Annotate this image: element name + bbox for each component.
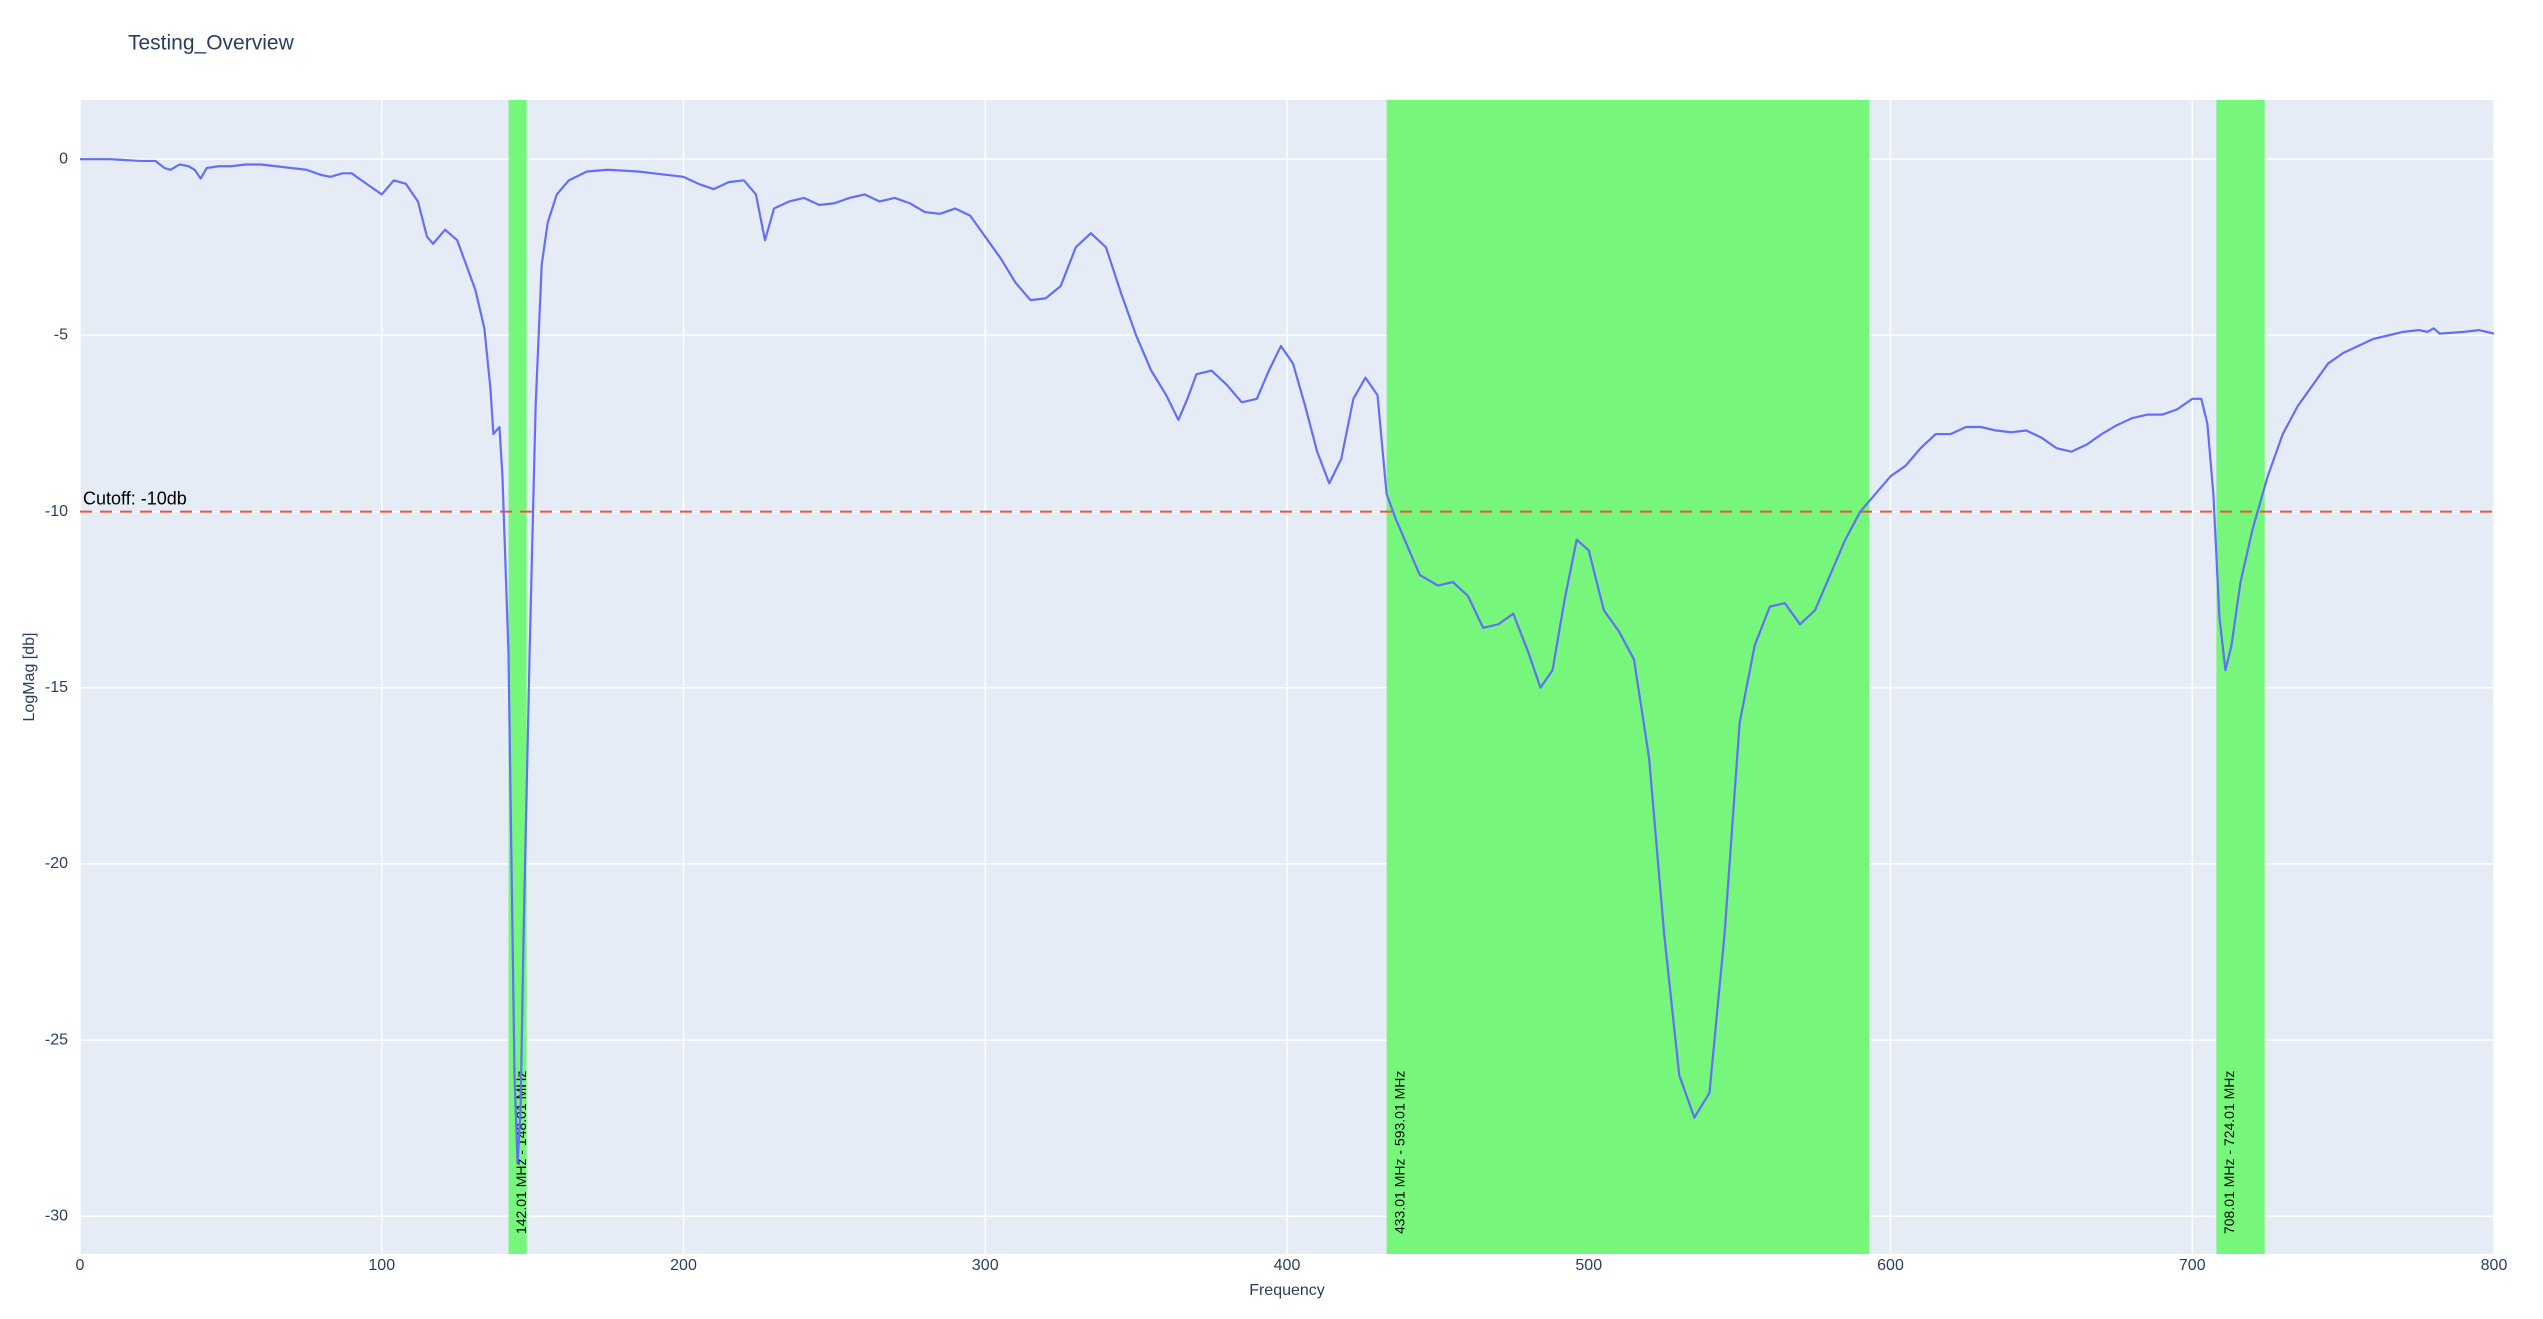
x-tick-label: 200 — [670, 1257, 697, 1274]
y-tick-label: 0 — [59, 150, 68, 167]
y-tick-label: -30 — [45, 1208, 68, 1225]
y-tick-label: -15 — [45, 679, 68, 696]
x-tick-label: 500 — [1575, 1257, 1602, 1274]
x-tick-label: 600 — [1877, 1257, 1904, 1274]
region-label: 708.01 MHz - 724.01 MHz — [2221, 1071, 2237, 1234]
y-axis-label: LogMag [db] — [21, 633, 38, 722]
line-series — [80, 158, 2495, 1165]
cutoff-label: Cutoff: -10db — [83, 488, 187, 508]
x-axis-label: Frequency — [1249, 1282, 1325, 1299]
region-label: 142.01 MHz - 148.01 MHz — [513, 1071, 529, 1234]
shaded-region — [1386, 100, 1870, 1254]
x-tick-label: 800 — [2481, 1257, 2508, 1274]
region-label: 433.01 MHz - 593.01 MHz — [1391, 1071, 1407, 1234]
x-tick-label: 100 — [368, 1257, 395, 1274]
y-tick-label: -10 — [45, 503, 68, 520]
y-tick-label: -20 — [45, 855, 68, 872]
y-tick-label: -25 — [45, 1031, 68, 1048]
y-tick-label: -5 — [54, 327, 68, 344]
chart-title: Testing_Overview — [128, 32, 295, 55]
x-tick-label: 0 — [76, 1257, 85, 1274]
shaded-region — [2216, 100, 2265, 1254]
x-tick-label: 400 — [1274, 1257, 1301, 1274]
x-tick-label: 300 — [972, 1257, 999, 1274]
x-tick-label: 700 — [2179, 1257, 2206, 1274]
